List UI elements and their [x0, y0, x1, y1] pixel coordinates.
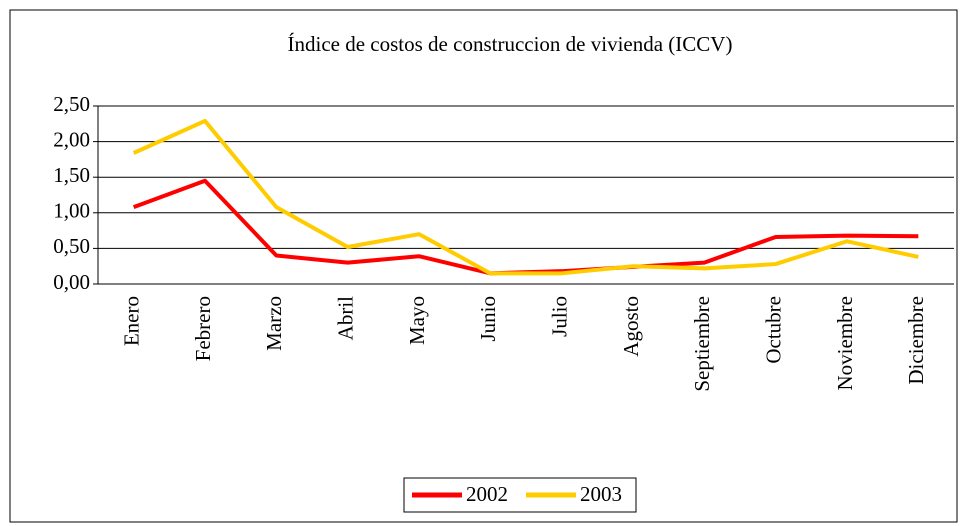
x-tick-label: Agosto: [619, 296, 643, 357]
y-tick-label: 1,00: [53, 199, 90, 223]
x-tick-label: Febrero: [191, 296, 215, 361]
x-tick-label: Enero: [119, 296, 143, 346]
y-tick-label: 0,00: [53, 270, 90, 294]
chart-frame: [9, 9, 958, 523]
y-tick-label: 2,00: [53, 127, 90, 151]
y-tick-label: 2,50: [53, 92, 90, 116]
y-tick-label: 1,50: [53, 163, 90, 187]
y-tick-label: 0,50: [53, 234, 90, 258]
x-tick-label: Diciembre: [904, 296, 928, 385]
legend-label: 2003: [580, 482, 622, 506]
x-tick-label: Noviembre: [833, 296, 857, 390]
x-tick-label: Septiembre: [690, 296, 714, 392]
x-tick-label: Marzo: [262, 296, 286, 351]
x-tick-label: Julio: [547, 296, 571, 337]
x-tick-label: Octubre: [761, 296, 785, 364]
x-tick-label: Junio: [476, 296, 500, 342]
x-tick-label: Mayo: [405, 296, 429, 345]
x-tick-label: Abril: [333, 296, 357, 340]
series-line: [132, 118, 919, 276]
chart-title: Índice de costos de construccion de vivi…: [288, 32, 733, 56]
legend-label: 2002: [466, 482, 508, 506]
